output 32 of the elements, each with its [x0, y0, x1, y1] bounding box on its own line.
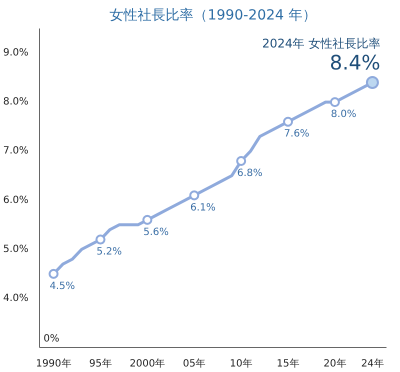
y-tick-label: 6.0% [3, 194, 28, 206]
x-tick-label: 1990年 [36, 358, 72, 370]
data-label: 8.0% [330, 109, 356, 120]
x-tick-label: 2000年 [130, 358, 166, 370]
x-tick-label: 20年 [324, 358, 346, 370]
point [142, 214, 152, 225]
point [95, 234, 106, 245]
y-tick-label: 8.0% [3, 96, 28, 108]
y-tick-label: 5.0% [3, 244, 28, 255]
annotation: 2024年 女性社長比率 [262, 36, 380, 50]
data-label: 5.6% [143, 226, 169, 238]
data-label: 4.5% [50, 280, 75, 292]
y-tick-label: 4.0% [3, 292, 28, 304]
x-tick-label: 15年 [276, 358, 300, 370]
data-label: 6.8% [237, 168, 263, 180]
data-label: 8.4% [330, 50, 380, 74]
data-label: 7.6% [284, 128, 310, 140]
point [236, 156, 246, 166]
x-tick-label: 10年 [230, 358, 253, 370]
point [283, 116, 294, 127]
data-label: 5.2% [96, 246, 122, 258]
chart-title: 女性社長比率（1990-2024 年） [110, 8, 316, 24]
x-tick-label: 95年 [89, 358, 112, 370]
y-tick-label: 9.0% [3, 48, 28, 59]
annotation: 0% [44, 334, 60, 344]
x-tick-label: 05年 [182, 358, 206, 370]
y-tick-label: 7.0% [3, 146, 28, 157]
data-label: 6.1% [190, 202, 216, 214]
x-tick-label: 24年 [361, 358, 384, 370]
point [330, 97, 340, 108]
point [189, 190, 200, 200]
point [48, 268, 59, 279]
